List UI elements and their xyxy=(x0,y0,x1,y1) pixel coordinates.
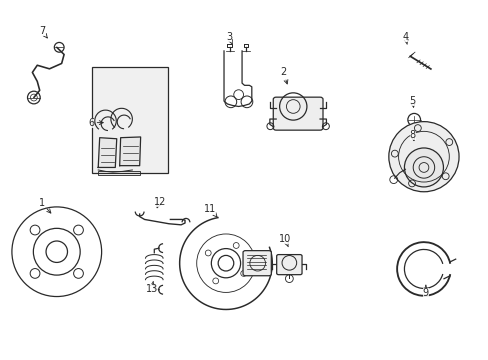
Polygon shape xyxy=(120,137,141,166)
Polygon shape xyxy=(98,138,117,167)
Text: 9: 9 xyxy=(422,285,428,298)
Text: 8: 8 xyxy=(409,130,415,141)
Text: 2: 2 xyxy=(280,67,287,84)
FancyBboxPatch shape xyxy=(276,255,302,275)
Ellipse shape xyxy=(404,148,443,187)
Text: 12: 12 xyxy=(153,197,165,208)
Text: 7: 7 xyxy=(39,26,47,38)
FancyBboxPatch shape xyxy=(243,251,271,276)
Text: 10: 10 xyxy=(278,234,290,247)
Text: 4: 4 xyxy=(402,32,407,44)
Text: 5: 5 xyxy=(409,96,415,107)
Bar xyxy=(92,67,167,173)
Text: 6: 6 xyxy=(88,118,103,128)
Text: 1: 1 xyxy=(39,198,51,213)
Bar xyxy=(98,171,140,175)
Text: 13: 13 xyxy=(145,282,158,294)
FancyBboxPatch shape xyxy=(273,97,323,130)
Ellipse shape xyxy=(388,122,458,192)
Text: 3: 3 xyxy=(225,32,232,44)
Text: 11: 11 xyxy=(204,204,217,217)
